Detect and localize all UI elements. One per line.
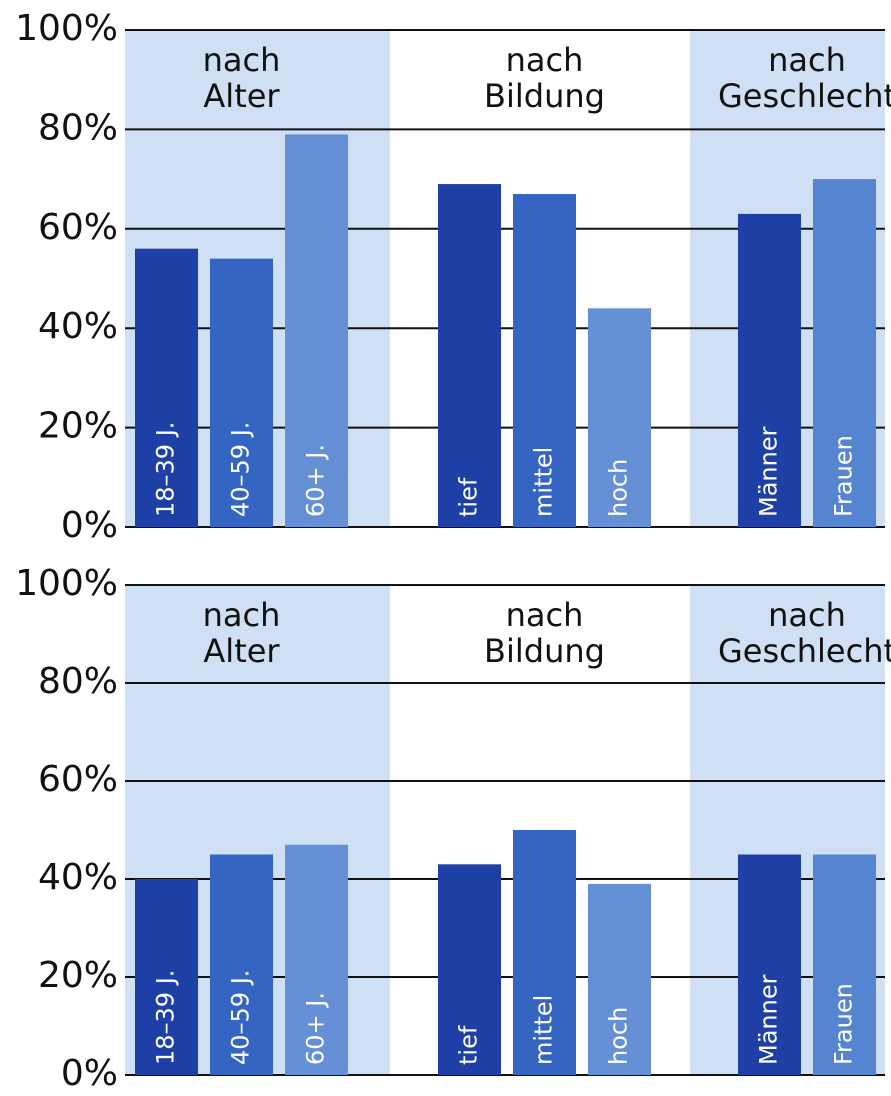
group-label: Alter	[203, 77, 280, 115]
group-label: nach	[506, 596, 584, 634]
y-tick-label: 40%	[38, 857, 118, 898]
category-label: hoch	[605, 1007, 633, 1065]
category-label: 40–59 J.	[227, 970, 255, 1065]
group-label: nach	[203, 41, 281, 79]
y-tick-label: 0%	[61, 505, 118, 546]
category-label: 18–39 J.	[152, 970, 180, 1065]
bar	[135, 879, 198, 1075]
group-label: Alter	[203, 632, 280, 670]
bar	[738, 213, 801, 527]
group-label: Geschlecht	[718, 632, 891, 670]
bar	[438, 184, 501, 527]
y-tick-label: 40%	[38, 306, 118, 347]
category-label: Frauen	[830, 435, 858, 517]
category-label: tief	[455, 477, 483, 517]
group-label: nach	[768, 41, 846, 79]
y-tick-label: 0%	[61, 1053, 118, 1094]
y-tick-label: 100%	[15, 563, 118, 604]
bar	[813, 179, 876, 527]
group-label: nach	[506, 41, 584, 79]
group-label: Geschlecht	[718, 77, 891, 115]
category-label: mittel	[530, 447, 558, 517]
bar	[285, 844, 348, 1075]
bar	[588, 883, 651, 1075]
bar	[588, 308, 651, 527]
group-label: nach	[203, 596, 281, 634]
bar	[438, 864, 501, 1075]
category-label: tief	[455, 1025, 483, 1065]
category-label: Männer	[755, 426, 783, 517]
y-tick-label: 100%	[15, 8, 118, 49]
category-label: 60+ J.	[302, 444, 330, 517]
y-tick-label: 60%	[38, 207, 118, 248]
y-tick-label: 60%	[38, 759, 118, 800]
y-tick-label: 20%	[38, 955, 118, 996]
category-label: 60+ J.	[302, 992, 330, 1065]
bar	[210, 258, 273, 527]
bar	[513, 194, 576, 527]
category-label: mittel	[530, 995, 558, 1065]
y-tick-label: 80%	[38, 107, 118, 148]
bar	[813, 854, 876, 1075]
bar	[285, 134, 348, 527]
group-label: Bildung	[484, 632, 605, 670]
category-label: Frauen	[830, 983, 858, 1065]
category-label: 40–59 J.	[227, 422, 255, 517]
y-tick-label: 20%	[38, 406, 118, 447]
group-label: Bildung	[484, 77, 605, 115]
bar	[738, 854, 801, 1075]
category-label: hoch	[605, 459, 633, 517]
y-tick-label: 80%	[38, 661, 118, 702]
category-label: 18–39 J.	[152, 422, 180, 517]
category-label: Männer	[755, 974, 783, 1065]
bar	[135, 248, 198, 527]
group-label: nach	[768, 596, 846, 634]
bar	[513, 830, 576, 1075]
bar	[210, 854, 273, 1075]
